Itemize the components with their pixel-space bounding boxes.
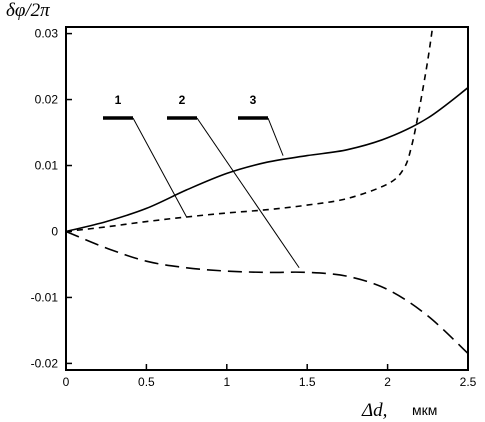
curve-3 — [65, 87, 469, 233]
x-axis-unit: мкм — [412, 402, 437, 418]
leader-line — [132, 117, 188, 218]
curve-label-2: 2 — [179, 93, 186, 107]
plot-frame — [65, 26, 469, 371]
y-ticks: 0.03 0.02 0.01 0 -0.01 -0.02 — [31, 27, 72, 370]
y-tick-label: -0.02 — [31, 356, 59, 370]
x-tick-label: 1 — [223, 375, 230, 389]
x-tick-label: 0 — [63, 375, 70, 389]
y-tick-label: 0.02 — [35, 93, 59, 107]
y-tick-label: 0.01 — [35, 159, 59, 173]
curve-label-3: 3 — [250, 93, 257, 107]
y-axis-label: δφ/2π — [6, 0, 50, 21]
x-tick-label: 2.5 — [460, 375, 477, 389]
x-tick-label: 2 — [384, 375, 391, 389]
x-tick-label: 1.5 — [299, 375, 316, 389]
curve-labels: 1 2 3 — [103, 93, 300, 269]
curve-2 — [65, 230, 469, 355]
x-tick-label: 0.5 — [138, 375, 155, 389]
x-ticks: 0 0.5 1 1.5 2 2.5 — [63, 364, 477, 389]
curves — [65, 26, 469, 355]
leader-line — [267, 117, 284, 156]
leader-line — [196, 117, 300, 269]
curve-1 — [65, 26, 434, 233]
curve-label-1: 1 — [115, 93, 122, 107]
y-tick-label: -0.01 — [31, 290, 59, 304]
x-axis-label: Δd, — [361, 400, 387, 421]
y-tick-label: 0 — [51, 224, 58, 238]
y-tick-label: 0.03 — [35, 27, 59, 41]
